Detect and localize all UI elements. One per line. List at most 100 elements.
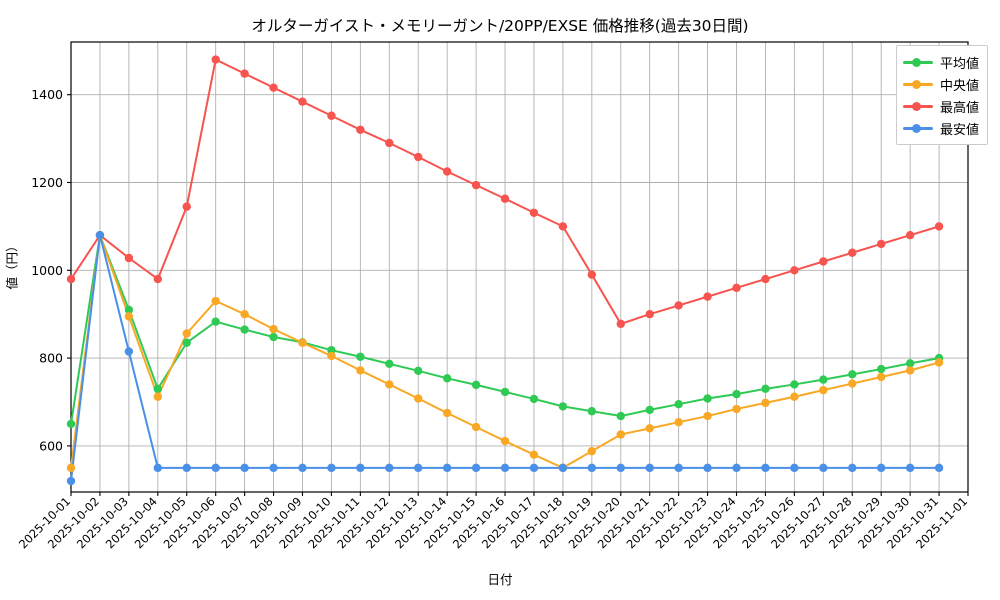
legend-swatch-icon [902, 55, 933, 69]
data-point [674, 301, 683, 310]
data-point [356, 125, 365, 135]
data-point [674, 463, 683, 473]
data-point [732, 463, 741, 473]
x-axis-label: 日付 [487, 572, 513, 587]
data-point [153, 463, 163, 473]
data-point [587, 407, 597, 416]
data-point [616, 463, 625, 473]
data-point [385, 463, 394, 473]
data-point [905, 359, 915, 368]
data-point [471, 422, 481, 432]
data-point [819, 375, 828, 384]
data-point [645, 463, 654, 473]
legend-item-最高値: 最高値 [902, 95, 979, 117]
data-point [500, 387, 510, 397]
data-point [269, 83, 278, 92]
data-point [934, 463, 944, 473]
data-point [269, 324, 278, 334]
legend-item-中央値: 中央値 [902, 73, 979, 95]
data-point [298, 338, 307, 347]
data-point [153, 274, 163, 284]
data-point [761, 274, 770, 284]
data-point [703, 394, 712, 403]
data-point [905, 463, 915, 473]
chart-legend: 平均値中央値最高値 最安値 [895, 45, 988, 145]
data-point [587, 463, 597, 473]
data-point [356, 352, 365, 361]
data-point [790, 392, 799, 401]
data-point [66, 419, 76, 429]
legend-swatch-icon [902, 121, 933, 135]
data-point [819, 385, 828, 395]
data-point [790, 380, 799, 389]
data-point [124, 347, 134, 356]
data-point [124, 312, 134, 321]
data-point [848, 370, 857, 379]
data-point [529, 463, 539, 473]
y-tick-label: 1000 [31, 263, 63, 278]
data-point [934, 358, 944, 367]
legend-item-最安値: 最安値 [902, 117, 979, 139]
legend-label: 最高値 [939, 100, 979, 116]
legend-label: 平均値 [939, 56, 979, 72]
data-point [616, 430, 625, 439]
data-point [819, 257, 828, 266]
y-tick-label: 1400 [31, 87, 63, 102]
data-point [327, 463, 336, 473]
data-point [645, 424, 654, 433]
data-point [95, 230, 105, 240]
legend-swatch-icon [902, 99, 933, 113]
data-point [153, 384, 163, 394]
data-point [471, 380, 481, 390]
data-point [471, 463, 481, 473]
data-point [269, 332, 278, 342]
data-point [240, 69, 249, 78]
data-point [298, 97, 307, 106]
data-point [732, 404, 741, 414]
data-point [500, 436, 510, 446]
data-point [414, 463, 423, 473]
data-point [385, 380, 394, 389]
data-point [327, 111, 336, 120]
data-point [558, 222, 568, 231]
data-point [558, 463, 568, 473]
data-point [703, 411, 712, 421]
y-tick-label: 800 [39, 351, 63, 366]
data-point [356, 366, 365, 375]
data-point [182, 463, 191, 473]
data-point [616, 319, 625, 329]
data-point [124, 253, 134, 263]
data-point [414, 366, 423, 376]
data-point [819, 463, 828, 473]
data-point [414, 394, 423, 403]
data-point [645, 405, 654, 415]
legend-label: 中央値 [939, 78, 979, 94]
data-point [442, 374, 452, 383]
data-point [905, 366, 915, 375]
data-point [876, 239, 886, 249]
data-point [587, 446, 597, 456]
data-point [269, 463, 278, 473]
data-point [761, 384, 770, 394]
data-point [703, 463, 712, 473]
data-point [848, 248, 857, 257]
data-point [500, 194, 510, 203]
data-point [298, 463, 307, 473]
data-point [558, 402, 568, 411]
data-point [211, 317, 220, 326]
data-point [240, 325, 249, 334]
data-point [414, 152, 423, 162]
data-point [66, 463, 76, 473]
data-point [703, 292, 712, 301]
axes-frame [70, 41, 969, 493]
data-point [182, 202, 191, 211]
data-point [356, 463, 365, 473]
data-point [876, 372, 886, 382]
data-point [876, 463, 886, 473]
data-point [211, 55, 220, 64]
data-point [153, 392, 163, 401]
y-tick-label: 600 [39, 438, 63, 453]
data-point [240, 463, 249, 473]
